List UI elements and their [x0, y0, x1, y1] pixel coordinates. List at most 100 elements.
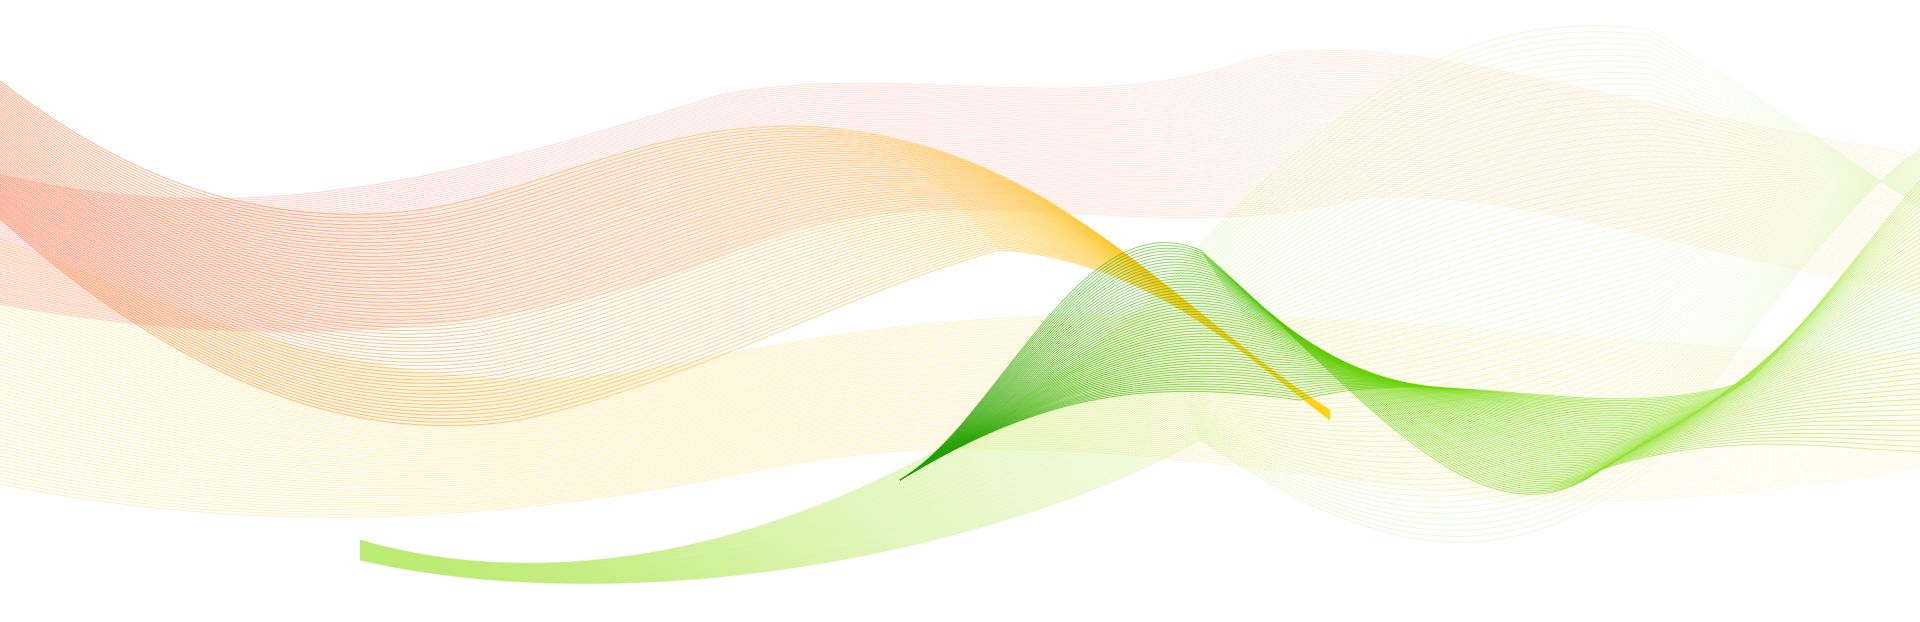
wave-line — [0, 146, 1920, 287]
wave-line — [0, 119, 1920, 262]
wave-line — [359, 157, 1920, 581]
wave-line — [0, 74, 1920, 222]
wave-line — [0, 49, 1920, 200]
wave-line — [0, 272, 1920, 397]
wave-line — [359, 153, 1920, 582]
wave-line — [359, 48, 1920, 565]
wave-line — [899, 242, 1920, 481]
wave-line — [359, 176, 1920, 571]
wave-line — [899, 210, 1920, 481]
wave-line — [899, 305, 1920, 481]
wave-line — [0, 51, 1920, 202]
wave-line — [359, 180, 1920, 573]
wave-line — [359, 111, 1920, 568]
wave-line — [0, 148, 1920, 288]
wave-line — [359, 150, 1920, 583]
wave-line — [0, 133, 1920, 275]
wave-line — [899, 219, 1920, 481]
wave-line — [899, 267, 1920, 481]
wave-line — [359, 163, 1920, 579]
wave-line — [0, 290, 1920, 406]
wave-line — [899, 308, 1920, 481]
wave-line — [899, 261, 1920, 483]
wave-line — [0, 300, 1920, 411]
wave-line — [359, 151, 1920, 583]
wave-line — [899, 252, 1920, 481]
wave-line — [0, 258, 1920, 391]
wave-line — [359, 155, 1920, 582]
wave-line — [0, 116, 1920, 260]
wave-line — [359, 162, 1920, 579]
wave-line — [899, 264, 1920, 481]
wave-line — [899, 296, 1920, 481]
wave-line — [359, 177, 1920, 571]
wave-line — [0, 85, 1920, 232]
wave-line — [359, 154, 1920, 582]
wave-line — [899, 247, 1920, 481]
wave-line — [0, 293, 1920, 408]
wave-line — [0, 265, 1920, 394]
wave-line — [0, 66, 1920, 215]
wave-line — [359, 158, 1920, 581]
wave-line — [899, 314, 1920, 481]
wave-line — [359, 77, 1920, 566]
wave-line — [0, 64, 1920, 213]
wave-line — [359, 164, 1920, 579]
wave-line — [0, 150, 1920, 290]
wave-line — [899, 262, 1920, 481]
wave-line — [0, 426, 1920, 490]
wave-line — [0, 435, 1920, 501]
wave-line — [0, 135, 1920, 277]
wave-line — [899, 276, 1920, 481]
wave-line — [359, 180, 1920, 572]
wave-line — [359, 158, 1920, 581]
wave-line — [359, 180, 1920, 572]
wave-line — [0, 283, 1920, 403]
wave-line — [0, 91, 1920, 237]
wave-line — [0, 60, 1920, 209]
wave-line — [899, 206, 1920, 481]
wave-line — [899, 291, 1920, 481]
wave-line — [359, 153, 1920, 583]
wave-line — [0, 77, 1920, 224]
wave-line — [359, 159, 1920, 580]
wave-line — [899, 257, 1920, 481]
wave-line — [359, 149, 1920, 584]
wave-line — [359, 117, 1920, 568]
wave-line — [0, 439, 1920, 506]
wave-line — [359, 66, 1920, 566]
green-ribbon — [899, 180, 1920, 495]
wave-line — [899, 266, 1920, 481]
wave-line — [359, 106, 1920, 568]
wave-line — [0, 55, 1920, 205]
wave-line — [0, 57, 1920, 207]
wave-line — [899, 278, 1920, 481]
wave-line — [359, 25, 1920, 564]
wave-line — [899, 233, 1920, 481]
wave-line — [899, 224, 1920, 481]
wave-line — [359, 164, 1920, 578]
wave-line — [359, 94, 1920, 567]
wave-line — [0, 100, 1920, 245]
wave-line — [0, 95, 1920, 241]
wave-line — [899, 311, 1920, 481]
wave-line — [0, 417, 1920, 479]
wave-line — [899, 188, 1920, 481]
wave-line — [899, 300, 1920, 481]
wave-line — [0, 70, 1920, 219]
wave-line — [899, 250, 1920, 490]
wave-line — [899, 281, 1920, 481]
wave-line — [899, 258, 1920, 484]
wave-line — [359, 179, 1920, 572]
wave-line — [899, 297, 1920, 481]
wave-line — [899, 292, 1920, 481]
wave-line — [0, 448, 1920, 518]
wave-line — [0, 81, 1920, 228]
wave-line — [899, 184, 1920, 481]
wave-line — [899, 272, 1920, 481]
wave-line — [899, 303, 1920, 481]
wave-line — [899, 215, 1920, 481]
wave-line — [359, 152, 1920, 583]
wave-line — [359, 148, 1920, 584]
